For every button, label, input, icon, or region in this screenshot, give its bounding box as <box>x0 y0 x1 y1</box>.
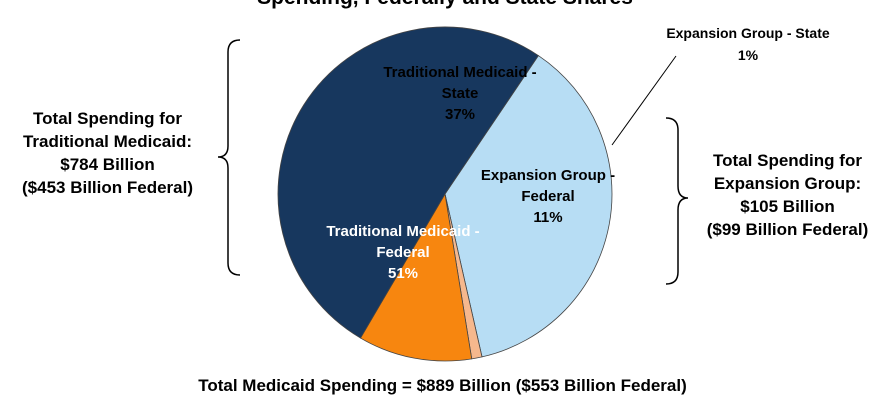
footer-total: Total Medicaid Spending = $889 Billion (… <box>198 376 687 395</box>
slice-label: Traditional Medicaid -State 37% <box>383 64 536 123</box>
pie-slice <box>444 54 613 358</box>
right-annotation-line: Expansion Group: <box>713 174 862 193</box>
right-annotation-line: ($99 Billion Federal) <box>706 220 869 239</box>
left-annotation-line: ($453 Billion Federal) <box>22 178 193 197</box>
right-annotation-line: Total Spending for <box>713 151 862 170</box>
left-annotation-line: $784 Billion <box>60 155 155 174</box>
right-annotation: Total Spending for Expansion Group: $105… <box>690 149 885 241</box>
slice-labels: Traditional Medicaid -State 37% Expansion … <box>326 25 830 282</box>
leader-line <box>611 55 677 146</box>
right-brace <box>665 117 689 285</box>
left-annotation-line: Traditional Medicaid: <box>22 132 193 151</box>
left-brace <box>217 39 241 276</box>
right-annotation-line: $105 Billion <box>740 197 835 216</box>
slice-label: Expansion Group - State 1% <box>666 25 830 63</box>
left-annotation: Total Spending for Traditional Medicaid:… <box>0 107 215 199</box>
slice-label: Traditional Medicaid -Federal 51% <box>326 223 479 282</box>
pie-slices <box>277 26 613 362</box>
pie-slice <box>277 26 539 339</box>
slice-label: Expansion Group -Federal 11% <box>481 167 615 226</box>
pie-slice <box>359 192 473 362</box>
chart-title: Spending, Federally and State Shares <box>257 0 633 9</box>
left-annotation-line: Total Spending for <box>33 109 182 128</box>
